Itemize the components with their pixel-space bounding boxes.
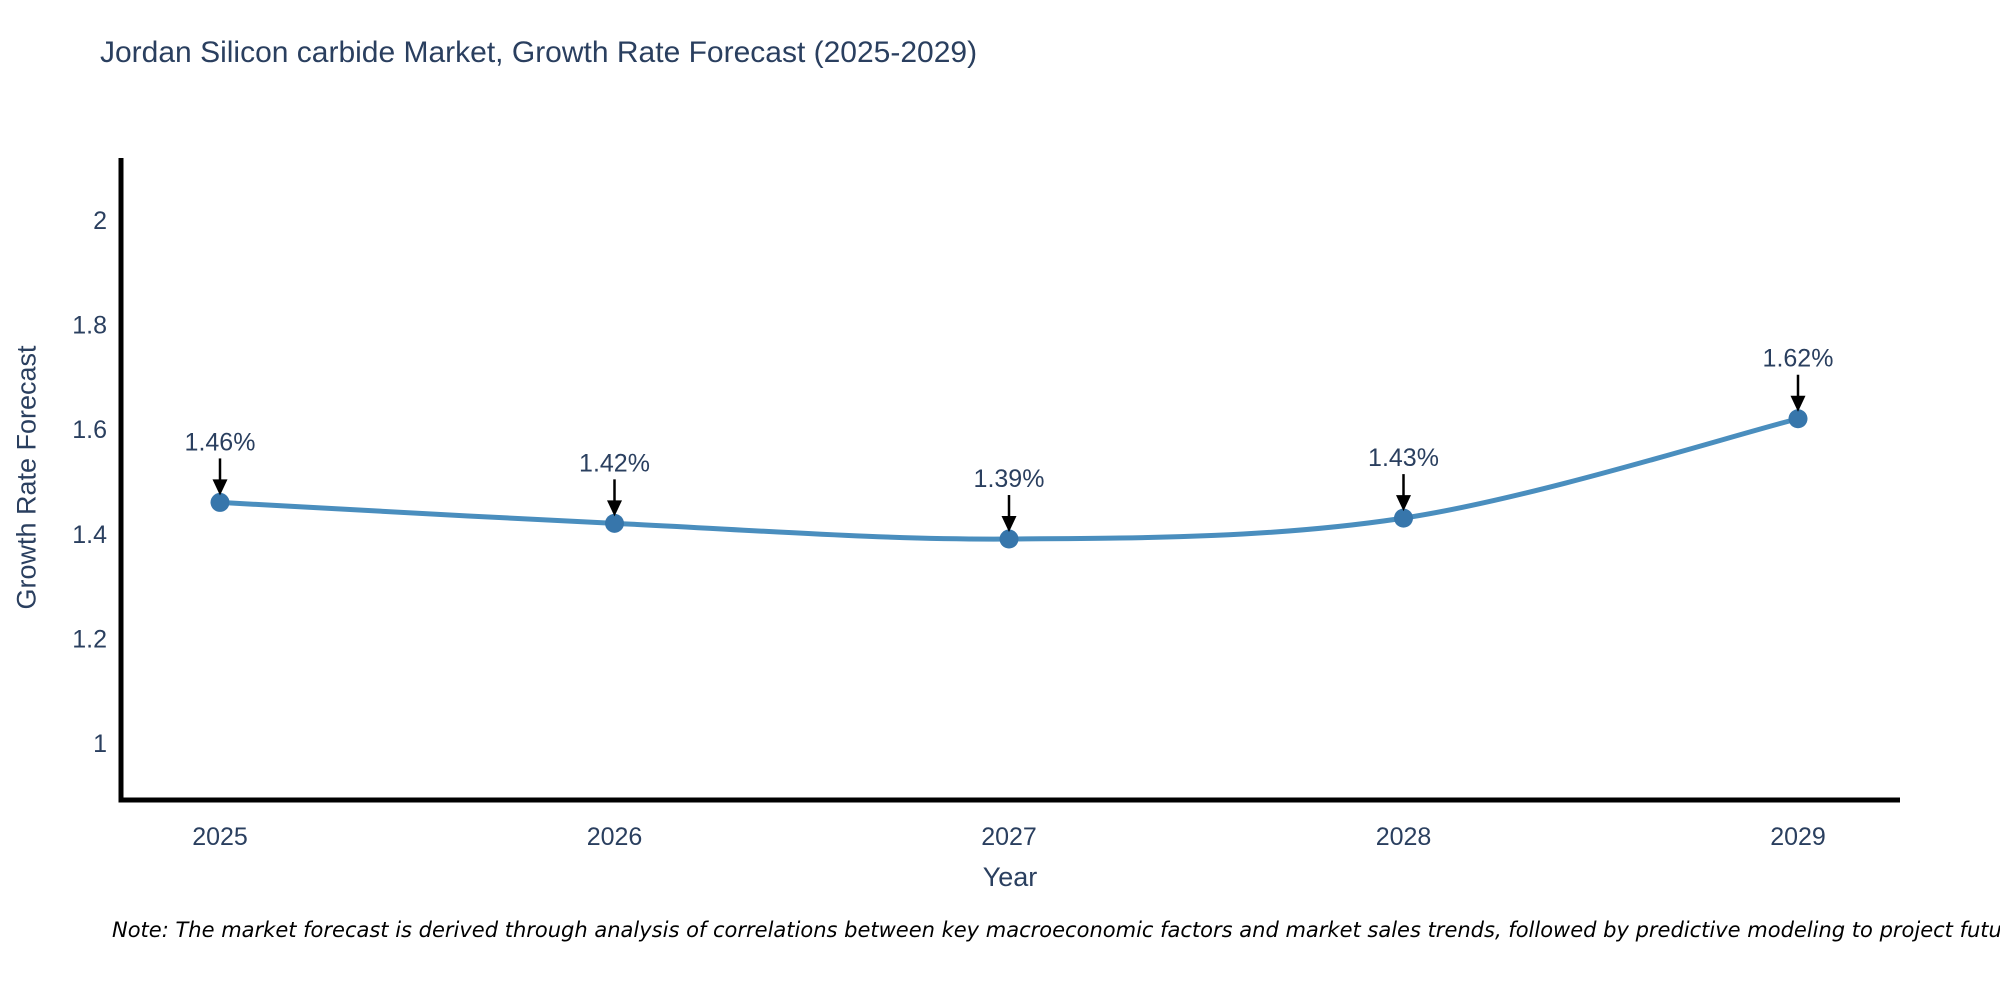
y-tick-label: 1.2	[72, 625, 107, 653]
x-axis-title: Year	[982, 862, 1038, 892]
annotation-label: 1.43%	[1368, 444, 1439, 472]
x-tick-label: 2026	[587, 823, 643, 851]
annotation-arrowhead	[607, 500, 622, 517]
annotation-arrowhead	[1001, 516, 1017, 533]
data-point-marker	[999, 529, 1019, 549]
x-tick-label: 2028	[1376, 823, 1432, 851]
annotation-arrowhead	[1396, 495, 1411, 512]
note-text: Note: The market forecast is derived thr…	[112, 918, 2000, 942]
y-tick-label: 1.8	[72, 312, 107, 340]
data-point-marker	[605, 513, 624, 533]
x-tick-label: 2029	[1770, 823, 1826, 851]
y-tick-label: 2	[93, 207, 107, 235]
data-point-marker	[1788, 409, 1808, 429]
annotation-label: 1.39%	[974, 465, 1045, 493]
y-tick-label: 1	[93, 730, 107, 758]
x-tick-label: 2025	[192, 823, 248, 851]
annotation-label: 1.42%	[579, 449, 650, 477]
data-point-marker	[210, 492, 230, 512]
y-tick-label: 1.6	[72, 416, 107, 444]
annotation-arrowhead	[1790, 395, 1806, 412]
x-tick-label: 2027	[981, 823, 1037, 851]
y-tick-label: 1.4	[72, 521, 107, 549]
annotation-label: 1.62%	[1763, 345, 1834, 373]
chart-title: Jordan Silicon carbide Market, Growth Ra…	[100, 36, 978, 69]
annotation-arrowhead	[212, 479, 228, 496]
annotation-label: 1.46%	[185, 428, 256, 456]
data-point-marker	[1394, 508, 1413, 528]
